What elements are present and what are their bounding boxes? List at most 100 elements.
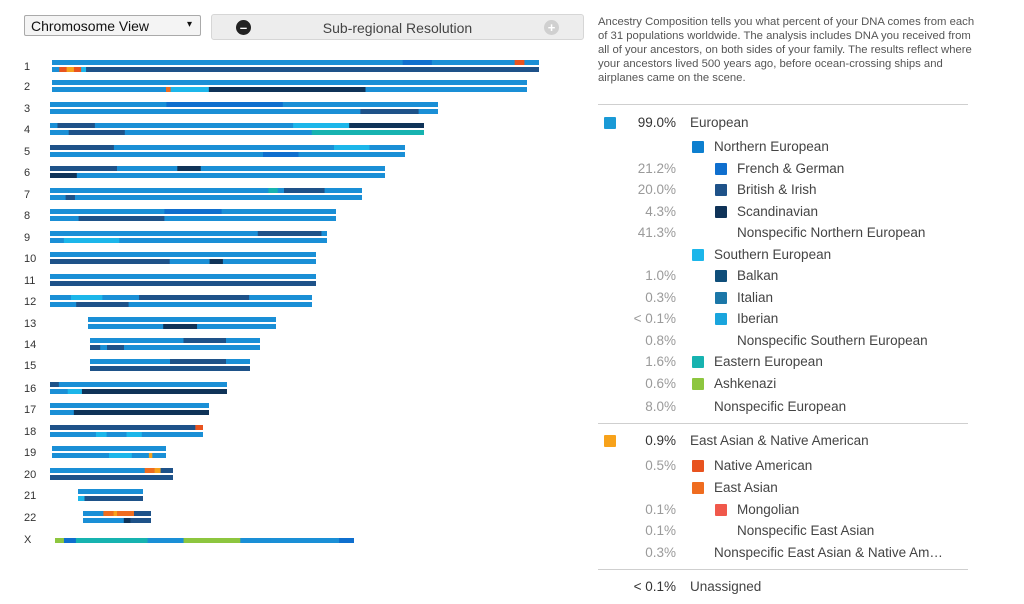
composition-row[interactable]: 1.6% Eastern European — [598, 354, 978, 372]
chromosome-strand — [83, 518, 151, 523]
chromosome-label: 14 — [24, 339, 37, 351]
chromosome-strand — [50, 231, 327, 236]
ancestry-segment — [195, 425, 203, 430]
composition-row[interactable]: Northern European — [598, 139, 978, 157]
intro-text: Ancestry Composition tells you what perc… — [598, 16, 975, 85]
composition-row[interactable]: 0.9% East Asian & Native American — [598, 433, 978, 451]
composition-row[interactable]: 0.5% Native American — [598, 458, 978, 476]
ancestry-segment — [103, 511, 134, 516]
composition-percent: 0.5% — [645, 458, 676, 473]
chromosome-label: 4 — [24, 124, 31, 136]
minus-icon[interactable]: – — [236, 20, 251, 35]
composition-name: Scandinavian — [737, 204, 819, 219]
ancestry-segment — [81, 389, 227, 394]
chromosome-strand — [52, 446, 166, 451]
chromosome-strand — [52, 80, 527, 85]
ancestry-segment — [50, 259, 170, 264]
view-select-value: Chromosome View — [31, 18, 150, 34]
ancestry-segment — [166, 87, 171, 92]
divider — [598, 569, 968, 570]
ancestry-segment — [63, 238, 120, 243]
composition-row[interactable]: 41.3% Nonspecific Northern European — [598, 225, 978, 243]
composition-percent: 21.2% — [637, 161, 676, 176]
composition-row[interactable]: 0.1% Mongolian — [598, 502, 978, 520]
color-swatch — [715, 206, 727, 218]
chromosome-label: 6 — [24, 167, 31, 179]
ancestry-segment — [280, 87, 366, 92]
ancestry-segment — [95, 432, 107, 437]
chromosome-label: 20 — [24, 469, 37, 481]
chromosome-strand — [50, 238, 327, 243]
color-swatch — [715, 504, 727, 516]
composition-row[interactable]: 99.0% European — [598, 115, 978, 133]
composition-name: Nonspecific East Asian & Native Am… — [714, 545, 943, 560]
composition-name: Southern European — [714, 247, 832, 262]
ancestry-segment — [334, 145, 370, 150]
composition-row[interactable]: 4.3% Scandinavian — [598, 204, 978, 222]
chromosome-label: 21 — [24, 490, 37, 502]
ancestry-segment — [164, 209, 222, 214]
ancestry-segment — [147, 538, 184, 543]
ancestry-segment — [339, 538, 354, 543]
ancestry-segment — [50, 173, 77, 178]
composition-name: Nonspecific East Asian — [737, 523, 875, 538]
composition-percent: 20.0% — [637, 182, 676, 197]
ancestry-segment — [76, 302, 129, 307]
composition-row[interactable]: < 0.1% Iberian — [598, 311, 978, 329]
ancestry-segment — [55, 538, 64, 543]
color-swatch — [715, 184, 727, 196]
ancestry-segment — [109, 453, 132, 458]
ancestry-segment — [50, 425, 196, 430]
ancestry-segment — [160, 468, 173, 473]
composition-row[interactable]: East Asian — [598, 480, 978, 498]
composition-row[interactable]: 0.1% Nonspecific East Asian — [598, 523, 978, 541]
ancestry-segment — [50, 145, 114, 150]
chromosome-strand — [50, 109, 438, 114]
composition-row[interactable]: 8.0% Nonspecific European — [598, 399, 978, 417]
composition-row[interactable]: 0.8% Nonspecific Southern European — [598, 333, 978, 351]
ancestry-segment — [73, 410, 209, 415]
ancestry-segment — [68, 130, 125, 135]
ancestry-segment — [263, 152, 299, 157]
composition-row[interactable]: 0.6% Ashkenazi — [598, 376, 978, 394]
composition-row[interactable]: < 0.1% Unassigned — [598, 579, 978, 597]
chromosome-strand — [50, 468, 173, 473]
ancestry-segment — [270, 538, 340, 543]
ancestry-segment — [70, 295, 103, 300]
ancestry-segment — [148, 453, 153, 458]
composition-percent: 4.3% — [645, 204, 676, 219]
composition-row[interactable]: 21.2% French & German — [598, 161, 978, 179]
composition-percent: 1.6% — [645, 354, 676, 369]
plus-icon[interactable]: + — [544, 20, 559, 35]
divider — [598, 104, 968, 105]
composition-percent: < 0.1% — [633, 311, 676, 326]
color-swatch — [715, 163, 727, 175]
ancestry-segment — [86, 67, 539, 72]
ancestry-segment — [66, 67, 74, 72]
composition-row[interactable]: 0.3% Italian — [598, 290, 978, 308]
ancestry-segment — [139, 295, 250, 300]
composition-row[interactable]: 0.3% Nonspecific East Asian & Native Am… — [598, 545, 978, 563]
ancestry-segment — [311, 130, 424, 135]
composition-row[interactable]: 1.0% Balkan — [598, 268, 978, 286]
composition-row[interactable]: 20.0% British & Irish — [598, 182, 978, 200]
chromosome-label: 22 — [24, 512, 37, 524]
chromosome-strand — [50, 274, 316, 279]
chromosome-view-select[interactable]: Chromosome View ▾ — [24, 15, 201, 36]
ancestry-segment — [293, 123, 350, 128]
composition-name: Northern European — [714, 139, 829, 154]
resolution-bar: – Sub-regional Resolution + — [211, 14, 584, 40]
ancestry-segment — [349, 123, 424, 128]
color-swatch — [604, 117, 616, 129]
composition-name: Iberian — [737, 311, 779, 326]
chromosome-strand — [50, 195, 362, 200]
chromosome-label: 13 — [24, 318, 37, 330]
composition-percent: 41.3% — [637, 225, 676, 240]
composition-percent: 0.6% — [645, 376, 676, 391]
composition-percent: < 0.1% — [633, 579, 676, 594]
composition-row[interactable]: Southern European — [598, 247, 978, 265]
color-swatch — [715, 313, 727, 325]
ancestry-segment — [170, 87, 209, 92]
ancestry-segment — [163, 324, 198, 329]
ancestry-segment — [177, 166, 201, 171]
